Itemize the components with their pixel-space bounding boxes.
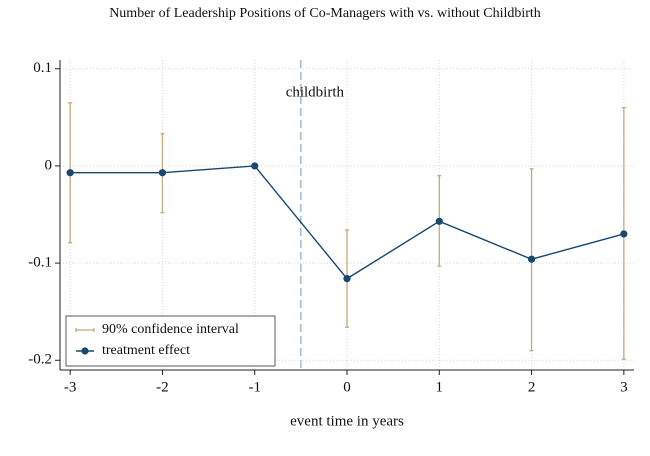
data-point: [527, 255, 536, 263]
x-tick-label: -2: [156, 379, 169, 395]
y-tick-label: -0.2: [28, 352, 52, 368]
data-point: [343, 275, 351, 283]
data-point: [435, 217, 443, 225]
y-tick-label: 0.1: [33, 60, 52, 76]
data-point: [158, 169, 167, 177]
legend-box: [65, 315, 276, 367]
annotation: childbirth: [286, 84, 345, 100]
legend-label: 90% confidence interval: [102, 322, 239, 337]
data-point: [251, 162, 259, 170]
legend-symbol: [81, 347, 89, 355]
x-tick-label: 2: [528, 379, 536, 395]
data-point: [620, 230, 628, 238]
x-tick-label: 3: [620, 379, 628, 395]
y-tick-label: 0: [45, 157, 53, 173]
data-point: [66, 169, 74, 177]
x-axis-label: event time in years: [290, 413, 404, 429]
x-tick-label: -3: [64, 379, 77, 395]
y-tick-label: -0.1: [28, 255, 52, 271]
x-tick-label: 0: [343, 379, 351, 395]
x-tick-label: 1: [436, 379, 444, 395]
x-tick-label: -1: [248, 379, 261, 395]
legend-label: treatment effect: [102, 343, 190, 358]
chart-title: Number of Leadership Positions of Co-Man…: [109, 6, 541, 21]
